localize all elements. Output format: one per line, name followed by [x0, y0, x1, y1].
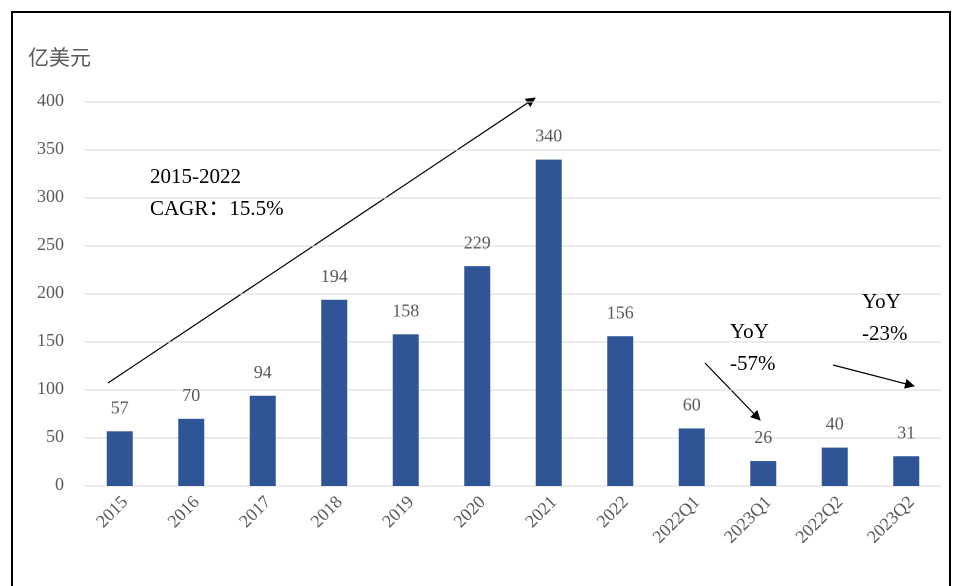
arrow [107, 97, 536, 384]
y-tick-label: 200 [37, 282, 64, 302]
data-label: 156 [607, 302, 634, 322]
y-tick-label: 150 [37, 330, 64, 350]
y-tick-label: 400 [37, 90, 64, 110]
x-tick-label: 2020 [449, 492, 489, 532]
x-tick-label: 2019 [378, 492, 418, 532]
x-tick-label: 2017 [235, 492, 275, 532]
data-label: 57 [111, 397, 129, 417]
bar [106, 431, 133, 486]
x-tick-label: 2023Q1 [720, 492, 775, 547]
y-tick-label: 250 [37, 234, 64, 254]
data-label: 229 [464, 232, 491, 252]
x-tick-label: 2022Q2 [791, 492, 846, 547]
bar [249, 395, 276, 486]
y-axis-label: 亿美元 [28, 46, 91, 70]
y-tick-label: 50 [46, 426, 64, 446]
bar [893, 456, 920, 486]
bar [607, 336, 634, 486]
bar [821, 447, 848, 486]
frame [11, 11, 951, 586]
annotation: -57% [730, 351, 776, 375]
y-tick-label: 0 [55, 474, 64, 494]
data-label: 40 [826, 414, 844, 434]
data-label: 340 [535, 126, 562, 146]
data-label: 70 [182, 385, 200, 405]
bar [464, 266, 491, 486]
x-tick-label: 2015 [92, 492, 132, 532]
bar [178, 418, 205, 486]
annotation: YoY [862, 289, 901, 313]
arrow [704, 362, 761, 421]
y-tick-label: 100 [37, 378, 64, 398]
y-tick-label: 300 [37, 186, 64, 206]
bar [321, 299, 348, 486]
data-label: 194 [321, 266, 348, 286]
annotation: CAGR：15.5% [150, 196, 284, 220]
data-label: 158 [392, 300, 419, 320]
data-label: 94 [254, 362, 272, 382]
data-label: 60 [683, 395, 701, 415]
x-tick-label: 2022 [592, 492, 632, 532]
x-tick-label: 2021 [521, 492, 561, 532]
x-tick-label: 2023Q2 [863, 492, 918, 547]
bar [678, 428, 705, 486]
bar [750, 461, 777, 486]
x-tick-label: 2018 [306, 492, 346, 532]
annotation: YoY [730, 319, 769, 343]
x-tick-label: 2022Q1 [648, 492, 703, 547]
bar [535, 159, 562, 486]
annotation: -23% [862, 321, 908, 345]
annotation: 2015-2022 [150, 164, 241, 188]
y-tick-label: 350 [37, 138, 64, 158]
bar [392, 334, 419, 486]
arrow [832, 364, 915, 389]
data-label: 31 [897, 422, 915, 442]
x-tick-label: 2016 [163, 492, 203, 532]
data-label: 26 [754, 427, 772, 447]
